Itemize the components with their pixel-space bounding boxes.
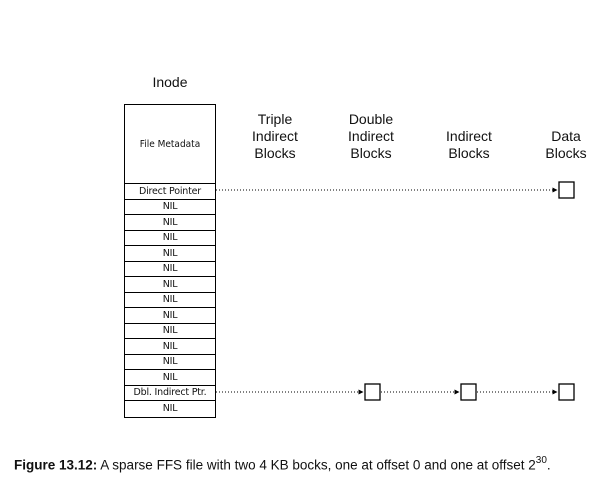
caption-text: A sparse FFS file with two 4 KB bocks, o… — [97, 457, 536, 473]
double-indirect-block — [364, 383, 381, 401]
caption-label: Figure 13.12: — [14, 457, 98, 473]
double-indirect-header: Double Indirect Blocks — [348, 111, 394, 161]
inode-slot: NIL — [125, 215, 215, 231]
indirect-header: Indirect Blocks — [446, 128, 492, 161]
caption-end: . — [546, 457, 551, 473]
inode-slot: NIL — [125, 277, 215, 293]
inode-slot: NIL — [125, 262, 215, 277]
inode-slot: NIL — [125, 231, 215, 246]
figure-caption: Figure 13.12: A sparse FFS file with two… — [14, 455, 599, 473]
inode-slot: NIL — [125, 339, 215, 355]
data-block-direct — [558, 181, 575, 199]
inode-slot: NIL — [125, 324, 215, 339]
inode-slot: NIL — [125, 293, 215, 308]
caption-exponent: 30 — [535, 455, 547, 466]
inode-slot: NIL — [125, 308, 215, 324]
inode-slot: NIL — [162, 403, 178, 415]
inode-title: Inode — [152, 74, 188, 90]
data-block-offset — [558, 383, 575, 401]
inode-slot: Dbl. Indirect Ptr. — [125, 386, 215, 401]
inode-slot: NIL — [125, 200, 215, 215]
triple-indirect-header: Triple Indirect Blocks — [252, 111, 298, 161]
indirect-block — [460, 383, 477, 401]
data-blocks-header: Data Blocks — [545, 128, 587, 161]
file-metadata-cell: File Metadata — [125, 105, 215, 184]
inode-slot: NIL — [125, 355, 215, 370]
inode-slot: NIL — [125, 370, 215, 386]
inode-slot: Direct Pointer — [125, 184, 215, 200]
inode-table: File Metadata Direct Pointer NIL NIL NIL NIL… — [124, 104, 216, 418]
inode-slot: NIL — [125, 246, 215, 262]
